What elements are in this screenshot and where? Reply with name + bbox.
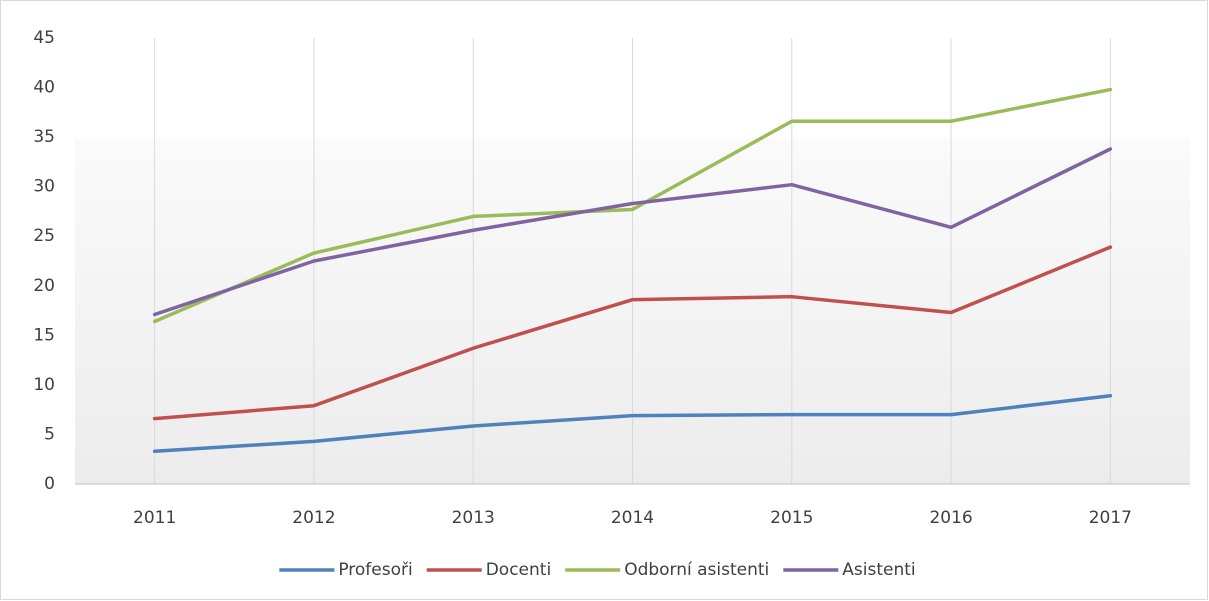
y-tick-label: 45 xyxy=(33,28,55,48)
x-tick-label: 2015 xyxy=(770,508,813,528)
y-tick-label: 10 xyxy=(33,375,55,395)
y-tick-label: 0 xyxy=(44,474,55,494)
y-tick-label: 25 xyxy=(33,226,55,246)
y-tick-label: 15 xyxy=(33,325,55,345)
series-line xyxy=(152,87,1113,324)
legend-label: Asistenti xyxy=(842,560,915,580)
y-tick-label: 40 xyxy=(33,78,55,98)
series-line xyxy=(152,245,1113,421)
y-tick-label: 35 xyxy=(33,127,55,147)
series-line xyxy=(152,147,1113,317)
x-tick-label: 2011 xyxy=(133,508,176,528)
y-tick-label: 5 xyxy=(44,424,55,444)
x-tick-label: 2014 xyxy=(611,508,654,528)
legend-label: Profesoři xyxy=(338,560,412,580)
legend-label: Docenti xyxy=(486,560,551,580)
y-tick-label: 20 xyxy=(33,276,55,296)
x-tick-label: 2016 xyxy=(929,508,972,528)
x-tick-label: 2013 xyxy=(452,508,495,528)
series-line xyxy=(152,394,1113,454)
y-tick-label: 30 xyxy=(33,177,55,197)
x-tick-label: 2017 xyxy=(1089,508,1132,528)
legend-label: Odborní asistenti xyxy=(624,560,769,580)
x-tick-label: 2012 xyxy=(292,508,335,528)
